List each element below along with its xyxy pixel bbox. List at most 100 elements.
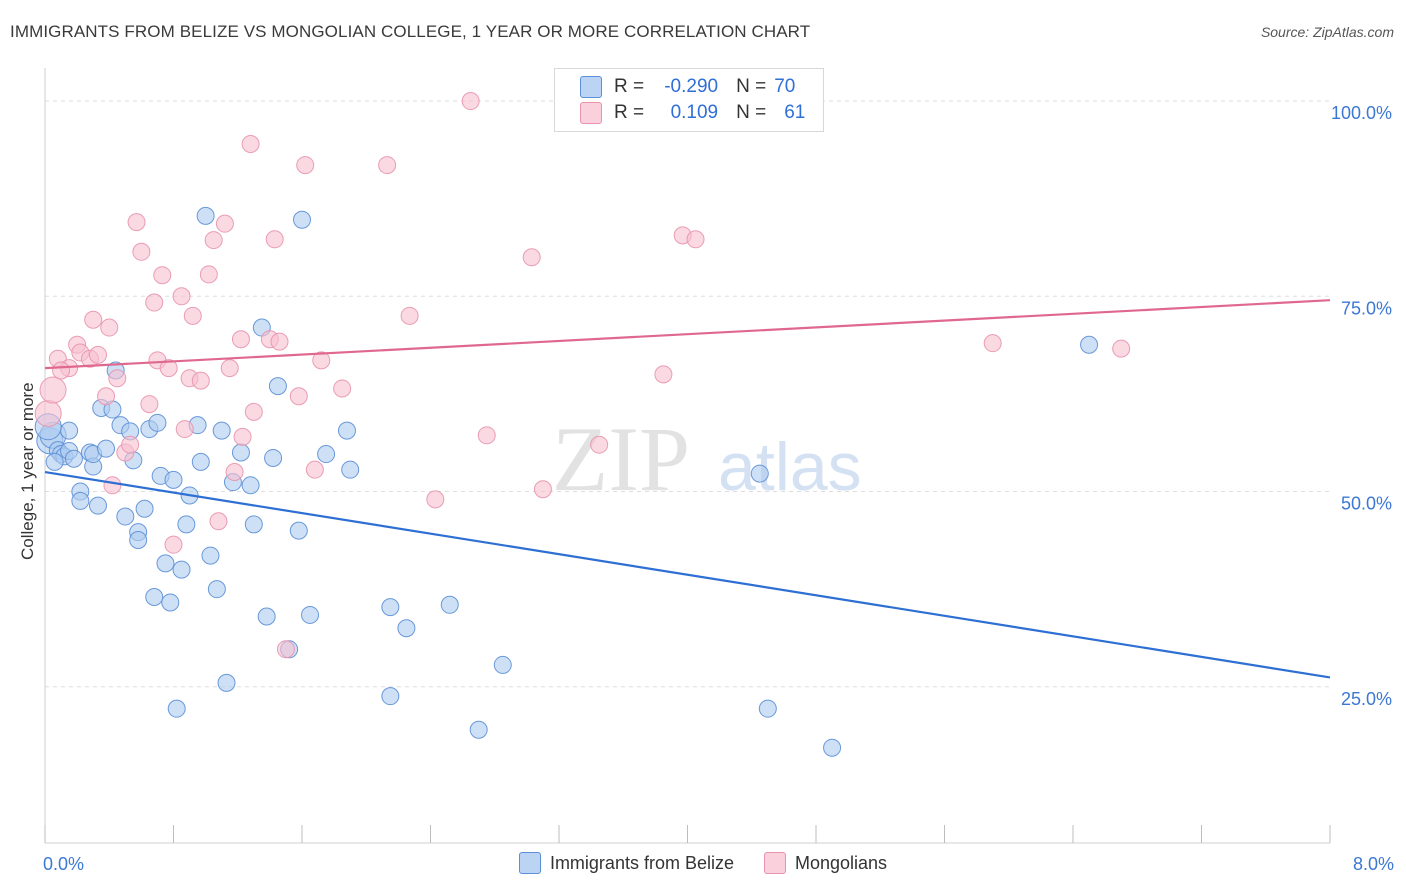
belize-point: [148, 413, 167, 432]
legend-belize-swatch: [518, 852, 541, 874]
legend-item-belize[interactable]: Immigrants from Belize: [518, 852, 734, 874]
legend-item-mongolians[interactable]: Mongolians: [763, 852, 888, 874]
chart-title: IMMIGRANTS FROM BELIZE VS MONGOLIAN COLL…: [10, 22, 811, 41]
belize-point: [167, 699, 186, 718]
mongolians-point: [209, 512, 228, 531]
belize-point: [191, 452, 210, 471]
belize-point: [317, 445, 336, 464]
x-tick-label: 8.0%: [1353, 854, 1394, 874]
belize-r-value: -0.290: [664, 76, 719, 97]
mongolians-point: [231, 330, 250, 349]
belize-point: [71, 491, 90, 510]
belize-point: [257, 607, 276, 626]
mongolians-point: [590, 435, 609, 454]
belize-point: [60, 421, 79, 440]
stats-row-belize: R = -0.290 N = 70: [555, 74, 795, 100]
mongolians-point: [132, 242, 151, 261]
belize-point: [172, 560, 191, 579]
mongolians-point: [400, 306, 419, 325]
mongolians-point: [265, 230, 284, 249]
mongolians-point: [103, 476, 122, 495]
mongolians-n-value: 61: [784, 102, 806, 123]
belize-point: [1080, 335, 1099, 354]
mongolians-point: [204, 231, 223, 250]
mongolians-point: [426, 490, 445, 509]
belize-point: [493, 655, 512, 674]
legend-mongolians-label: Mongolians: [794, 852, 888, 873]
mongolians-point: [233, 427, 252, 446]
belize-point: [241, 476, 260, 495]
mongolians-trend-line: [44, 299, 1331, 370]
y-axis-title: College, 1 year or more: [18, 382, 37, 560]
mongolians-point: [164, 535, 183, 554]
belize-point: [758, 699, 777, 718]
mongolians-point: [312, 351, 331, 370]
mongolians-point: [140, 395, 159, 414]
mongolians-point: [654, 365, 673, 384]
y-tick-label: 100.0%: [1331, 103, 1392, 123]
belize-point: [268, 377, 287, 396]
belize-point: [156, 554, 175, 573]
belize-point: [64, 449, 83, 468]
belize-point: [301, 605, 320, 624]
belize-point: [440, 595, 459, 614]
belize-point: [397, 619, 416, 638]
mongolians-point: [89, 345, 108, 364]
mongolians-point: [276, 640, 295, 659]
mongolians-point: [686, 230, 705, 249]
belize-point: [244, 515, 263, 534]
belize-n-value: 70: [774, 76, 796, 97]
mongolians-point: [333, 379, 352, 398]
watermark-zip: ZIP: [552, 408, 690, 510]
belize-point: [293, 210, 311, 229]
mongolians-point: [522, 248, 541, 267]
mongolians-point: [477, 426, 496, 445]
belize-point: [177, 515, 196, 534]
belize-point: [212, 421, 231, 440]
legend-mongolians-swatch: [763, 852, 786, 874]
belize-point: [207, 580, 226, 599]
mongolians-point: [183, 306, 202, 325]
mongolians-r-value: 0.109: [670, 102, 719, 123]
mongolians-point: [121, 435, 140, 454]
legend-belize-label: Immigrants from Belize: [549, 852, 734, 873]
belize-point: [341, 460, 360, 479]
mongolians-point: [983, 334, 1002, 353]
belize-point: [89, 496, 108, 515]
belize-point: [264, 448, 283, 467]
belize-point: [750, 464, 769, 483]
belize-point: [217, 673, 236, 692]
belize-point: [201, 546, 220, 565]
belize-r-label: R =: [614, 76, 645, 97]
mongolians-point: [100, 318, 119, 337]
x-tick-label: 0.0%: [43, 854, 84, 874]
mongolians-point: [34, 399, 62, 427]
mongolians-point: [270, 332, 289, 351]
mongolians-point: [225, 463, 244, 482]
stats-legend: R = -0.290 N = 70 R = 0.109 N = 61: [554, 68, 824, 132]
mongolians-point: [220, 359, 239, 378]
belize-point: [97, 439, 116, 458]
mongolians-point: [289, 387, 308, 406]
belize-point: [469, 720, 488, 739]
belize-trend-line: [44, 470, 1331, 679]
mongolians-point: [305, 460, 324, 479]
belize-point: [161, 593, 180, 612]
belize-point: [116, 507, 135, 526]
mongolians-point: [191, 371, 210, 390]
mongolians-point: [1112, 339, 1131, 358]
mongolians-r-label: R =: [614, 102, 645, 123]
mongolians-point: [153, 266, 172, 285]
belize-point: [337, 421, 356, 440]
belize-point: [145, 587, 164, 606]
mongolians-point: [461, 92, 480, 111]
belize-point: [135, 499, 154, 518]
belize-point: [823, 738, 842, 757]
belize-point: [381, 687, 400, 706]
mongolians-point: [215, 214, 234, 233]
belize-point: [45, 452, 64, 471]
belize-point: [289, 521, 308, 540]
mongolians-point: [533, 480, 552, 499]
stats-row-mongolians: R = 0.109 N = 61: [555, 100, 805, 126]
